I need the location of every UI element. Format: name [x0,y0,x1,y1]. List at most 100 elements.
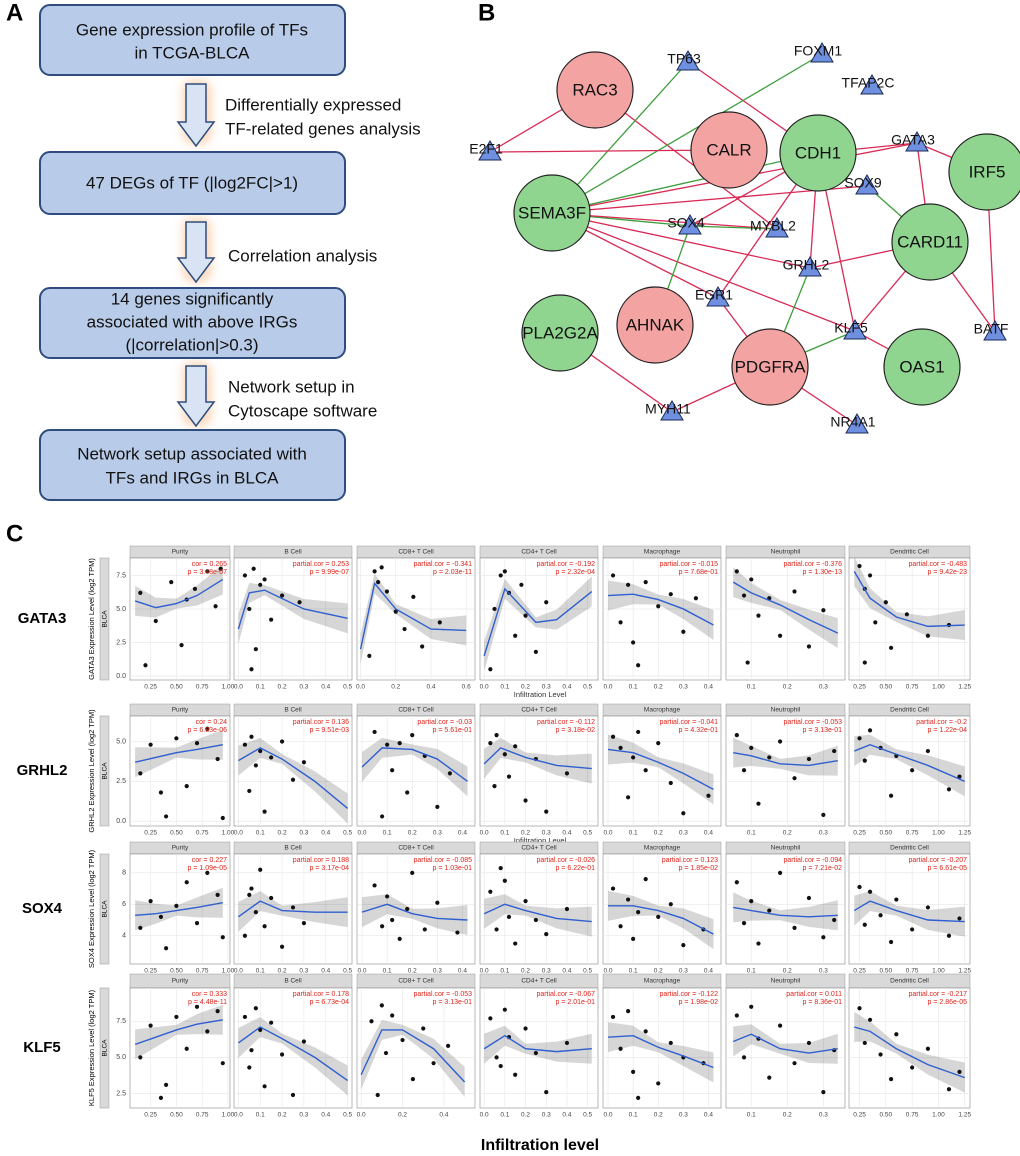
scatter-point [397,936,402,941]
scatter-point [138,590,143,595]
x-tick-label: 0.1 [629,830,638,837]
scatter-point [215,1009,220,1014]
scatter-point [174,736,179,741]
network-edge [551,212,811,269]
stat-label: p = 1.30e-13 [802,569,842,576]
scatter-point [910,768,915,773]
x-tick-label: 0.4 [439,1112,448,1119]
node-label: RAC3 [572,80,617,99]
scatter-point [734,1013,739,1018]
scatter-point [564,906,570,912]
scatter-point [390,768,395,773]
scatter-point [706,793,711,798]
scatter-point [857,884,862,890]
x-tick-label: 0.4 [458,830,467,837]
x-tick-label: 0.5 [583,1112,592,1119]
y-tick-label: 2.5 [116,639,126,646]
network-node [690,111,768,189]
scatter-point [741,768,747,773]
x-tick-label: 0.2 [521,1112,530,1119]
facet-title: Purity [172,707,189,714]
trend-line [135,902,223,916]
flow-box [39,151,346,215]
scatter-point [158,1095,164,1100]
trend-line [134,744,223,763]
facet-title: CD8+ T Cell [398,845,434,852]
scatter-point [205,870,210,875]
x-tick-label: 0.2 [783,684,792,691]
trend-line [732,581,839,634]
scatter-point [821,935,826,940]
scatter-point [220,815,225,821]
y-axis-title: KLF5 Expression Level (log2 TPM) [87,989,96,1106]
scatter-point [279,1052,285,1057]
y-tick-label: 5.0 [116,606,126,613]
scatter-point [544,600,549,605]
scatter-point [390,1013,395,1018]
x-tick-label: 0.75 [196,684,209,691]
scatter-point [681,943,686,948]
y-axis-title: SOX4 Expression Level (log2 TPM) [87,849,96,968]
plot-area [479,715,599,827]
scatter-point [894,897,899,902]
scatter-point [218,566,223,571]
scatter-point [498,866,503,871]
plot-area [479,557,599,681]
flowchart: Gene expression profile of TFs in TCGA-B… [39,4,421,501]
x-tick-label: 0.1 [629,1112,638,1119]
x-tick-label: 0.0 [234,830,243,837]
scatter-point [421,1026,426,1031]
x-tick-label: 1.25 [958,830,971,837]
x-tick-label: 0.4 [704,830,713,837]
scatter-point [431,1061,436,1066]
scatter-point [857,1006,862,1011]
scatter-point [821,1089,826,1095]
confidence-band [361,1019,465,1097]
scatter-point [523,1026,528,1031]
scatter-point [668,592,673,597]
scatter-point [258,1027,263,1033]
stat-label: p = 5.61e-01 [432,727,472,734]
scatter-point [393,609,398,614]
x-tick-label: 0.2 [654,830,663,837]
plot-area [848,557,971,681]
scatter-point [148,899,153,904]
trend-line [483,1034,592,1053]
facet-strip [99,715,110,827]
scatter-point [888,939,894,945]
scatter-point [523,613,528,618]
scatter-point [631,755,636,760]
scatter-point [523,899,528,904]
x-tick-label: 0.1 [383,830,392,837]
scatter-point [445,1043,451,1048]
scatter-point [213,604,218,609]
flow-box [39,4,346,76]
scatter-point [564,771,570,776]
node-label: CARD11 [897,232,963,251]
x-tick-label: 0.4 [562,684,571,691]
trend-line [237,900,348,918]
x-tick-label: 0.0 [603,1112,612,1119]
x-tick-label: 0.1 [500,684,509,691]
x-tick-label: 0.0 [480,684,489,691]
stat-label: partial.cor = -0.192 [536,561,595,568]
confidence-band [135,729,223,778]
stat-label: partial.cor = -0.376 [783,561,842,568]
stat-label: p = 1.85e-02 [678,865,718,872]
scatter-point [626,795,631,800]
x-tick-label: 0.3 [299,968,308,975]
scatter-point [792,1061,797,1066]
y-tick-label: 6 [122,901,126,908]
x-tick-label: 0.2 [783,830,792,837]
scatter-point [385,894,390,899]
stat-label: partial.cor = -0.067 [536,991,595,998]
facet-title: Dendritic Cell [890,549,929,556]
scatter-point [179,643,184,648]
scatter-point [867,728,873,733]
x-tick-label: 0.50 [879,684,892,691]
scatter-point [249,667,254,672]
x-tick-label: 0.50 [879,1112,892,1119]
scatter-point [502,752,507,757]
confidence-band [238,1017,348,1096]
scatter-point [792,925,797,930]
